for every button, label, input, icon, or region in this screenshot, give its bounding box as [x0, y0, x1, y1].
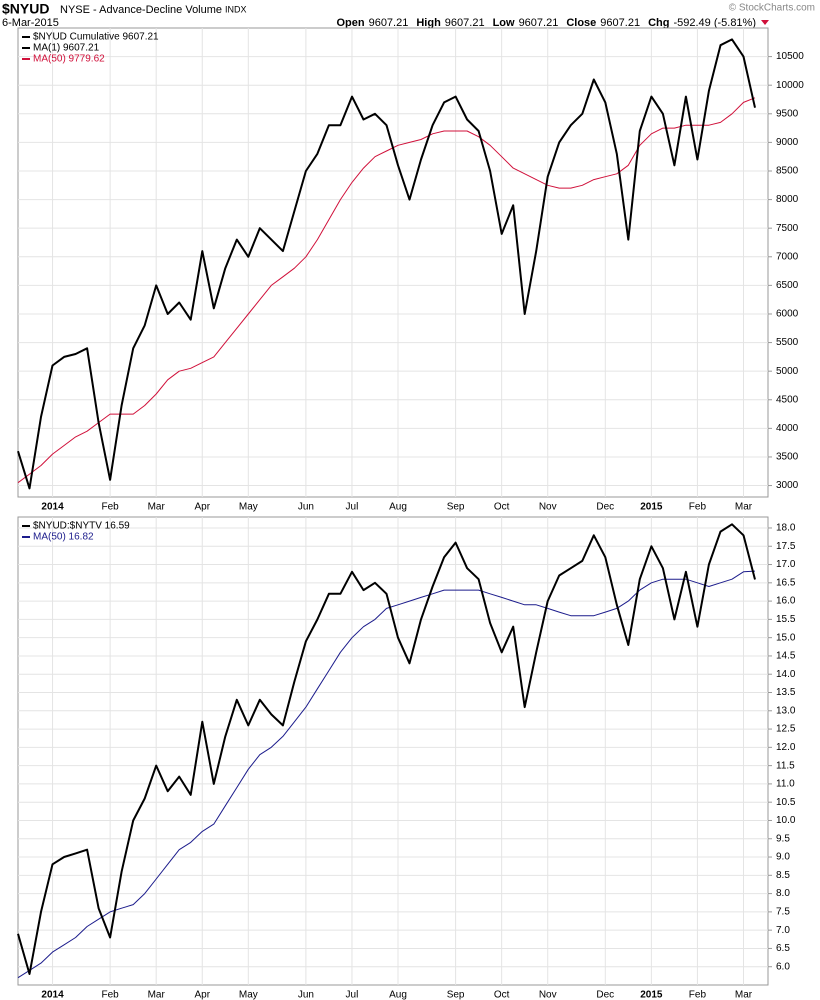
y-tick-label: 10000: [776, 80, 804, 91]
y-tick-label: 15.0: [776, 632, 796, 643]
y-tick-label: 10500: [776, 51, 804, 62]
x-tick-label: 2015: [640, 502, 663, 513]
y-tick-label: 9500: [776, 108, 799, 119]
y-tick-label: 14.0: [776, 669, 796, 680]
y-tick-label: 11.0: [776, 779, 795, 790]
date: 6-Mar-2015: [2, 17, 59, 29]
plot-area: [17, 27, 769, 498]
x-tick-label: Mar: [148, 990, 166, 1000]
y-tick-label: 6.0: [776, 961, 790, 972]
y-tick-label: 16.0: [776, 596, 796, 607]
exchange: INDX: [225, 4, 247, 14]
y-tick-label: 9.0: [776, 852, 790, 863]
y-tick-label: 8.0: [776, 888, 790, 899]
x-tick-label: Apr: [194, 502, 210, 513]
y-tick-label: 7000: [776, 251, 799, 262]
legend-label: MA(50) 9779.62: [33, 54, 105, 65]
quote-value: 9607.21: [600, 17, 640, 29]
y-tick-label: 6000: [776, 309, 799, 320]
y-tick-label: 13.0: [776, 705, 796, 716]
quote-value: 9607.21: [369, 17, 409, 29]
legend-label: $NYUD:$NYTV 16.59: [33, 521, 130, 532]
y-tick-label: 6.5: [776, 943, 790, 954]
y-tick-label: 12.5: [776, 724, 796, 735]
quote-label: Low: [493, 17, 515, 29]
legend-label: MA(1) 9607.21: [33, 43, 100, 54]
series-line: [17, 523, 756, 975]
y-tick-label: 4500: [776, 394, 799, 405]
y-tick-label: 9.5: [776, 833, 790, 844]
x-tick-label: Jul: [346, 502, 359, 513]
x-tick-label: Mar: [148, 502, 166, 513]
x-tick-label: May: [239, 990, 258, 1000]
x-tick-label: Aug: [389, 502, 407, 513]
x-tick-label: 2014: [41, 990, 64, 1000]
quote-label: Close: [566, 17, 596, 29]
y-tick-label: 9000: [776, 137, 799, 148]
quote-label: Open: [336, 17, 364, 29]
y-tick-label: 17.0: [776, 559, 796, 570]
y-tick-label: 13.5: [776, 687, 796, 698]
y-tick-label: 12.0: [776, 742, 796, 753]
quote-label: High: [416, 17, 441, 29]
x-tick-label: Dec: [596, 502, 614, 513]
y-tick-label: 7500: [776, 223, 799, 234]
x-tick-label: 2015: [640, 990, 663, 1000]
y-tick-label: 14.5: [776, 651, 796, 662]
legend-label: MA(50) 16.82: [33, 532, 94, 543]
quote-value: 9607.21: [445, 17, 485, 29]
y-tick-label: 7.0: [776, 925, 790, 936]
series-line: [17, 38, 756, 490]
y-tick-label: 8000: [776, 194, 799, 205]
x-tick-label: Mar: [735, 502, 753, 513]
x-tick-label: Jun: [298, 990, 314, 1000]
x-tick-label: Feb: [102, 990, 120, 1000]
x-tick-label: 2014: [41, 502, 64, 513]
quote-value: -592.49 (-5.81%): [673, 17, 756, 29]
quote-value: 9607.21: [519, 17, 559, 29]
y-tick-label: 17.5: [776, 541, 796, 552]
down-arrow: [761, 20, 769, 25]
y-tick-label: 10.5: [776, 797, 796, 808]
series-line: [17, 570, 756, 979]
x-tick-label: Jul: [346, 990, 359, 1000]
copyright: © StockCharts.com: [729, 3, 815, 14]
y-tick-label: 4000: [776, 423, 799, 434]
series-line: [17, 97, 756, 484]
x-tick-label: Dec: [596, 990, 614, 1000]
quote-label: Chg: [648, 17, 669, 29]
plot-area: [17, 516, 769, 986]
y-tick-label: 5000: [776, 366, 799, 377]
x-tick-label: Sep: [447, 502, 465, 513]
x-tick-label: Oct: [494, 502, 510, 513]
y-tick-label: 7.5: [776, 907, 790, 918]
y-tick-label: 16.5: [776, 577, 796, 588]
x-tick-label: Feb: [689, 502, 707, 513]
y-tick-label: 18.0: [776, 523, 796, 534]
y-tick-label: 8.5: [776, 870, 790, 881]
y-tick-label: 3000: [776, 480, 799, 491]
x-tick-label: Apr: [194, 990, 210, 1000]
instrument-name: NYSE - Advance-Decline Volume: [60, 4, 222, 16]
x-tick-label: Feb: [102, 502, 120, 513]
symbol: $NYUD: [2, 1, 49, 17]
y-tick-label: 5500: [776, 337, 799, 348]
x-tick-label: Oct: [494, 990, 510, 1000]
y-tick-label: 6500: [776, 280, 799, 291]
legend-label: $NYUD Cumulative 9607.21: [33, 32, 159, 43]
x-tick-label: Nov: [539, 990, 557, 1000]
x-tick-label: Feb: [689, 990, 707, 1000]
y-tick-label: 11.5: [776, 760, 795, 771]
y-tick-label: 8500: [776, 166, 799, 177]
x-tick-label: Sep: [447, 990, 465, 1000]
x-tick-label: Mar: [735, 990, 753, 1000]
x-tick-label: Aug: [389, 990, 407, 1000]
y-tick-label: 3500: [776, 452, 799, 463]
x-tick-label: Nov: [539, 502, 557, 513]
x-tick-label: May: [239, 502, 258, 513]
y-tick-label: 15.5: [776, 614, 796, 625]
x-tick-label: Jun: [298, 502, 314, 513]
y-tick-label: 10.0: [776, 815, 796, 826]
